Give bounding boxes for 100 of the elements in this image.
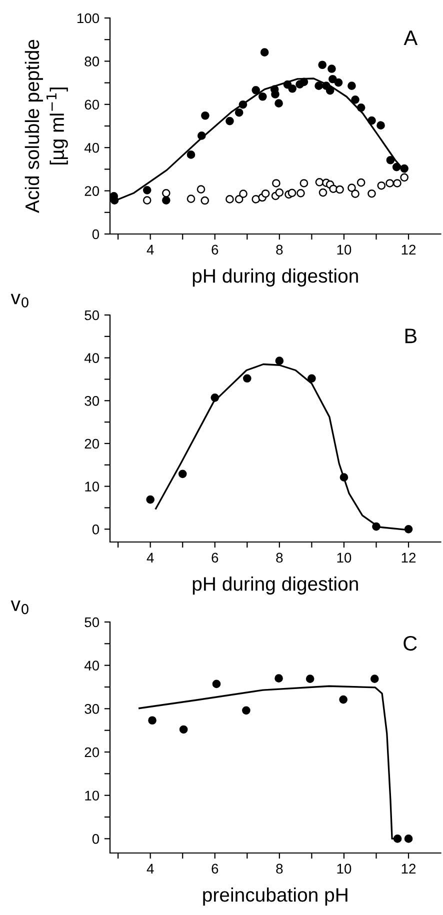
point [261, 189, 270, 198]
y-tick-label: 10 [85, 482, 100, 492]
point [404, 834, 413, 843]
point [162, 196, 170, 204]
y-tick-label: 0 [92, 834, 100, 844]
point [234, 108, 244, 117]
y-tick-label: 10 [85, 790, 100, 801]
y-axis-title: Acid soluble peptide [µg ml$^{−1}$] [24, 40, 68, 213]
point [339, 695, 348, 704]
point [186, 150, 196, 159]
x-axis-title: pH during digestion [192, 268, 358, 287]
point [336, 185, 344, 194]
point [252, 86, 260, 94]
point [334, 78, 343, 87]
point [356, 103, 366, 112]
x-tick-label: 4 [146, 864, 154, 874]
x-tick-label: 4 [146, 552, 154, 562]
point [393, 179, 402, 188]
point [351, 190, 360, 198]
point [274, 99, 283, 108]
y-tick-label: 30 [84, 396, 100, 406]
x-tick-label: 8 [276, 244, 283, 255]
point [328, 74, 337, 84]
point [386, 179, 394, 188]
y-tick-label: 100 [77, 13, 100, 24]
x-tick-label: 6 [212, 864, 218, 874]
x-axis-title: pH during digestion [192, 576, 358, 595]
point [368, 189, 376, 198]
point [318, 60, 327, 70]
y-axis-title: v$_{0}$ [10, 600, 28, 614]
point [238, 100, 248, 109]
point [400, 173, 408, 182]
point [288, 188, 296, 198]
point [272, 179, 280, 188]
point [328, 64, 336, 73]
y-tick-label: 0 [92, 524, 100, 534]
point [196, 185, 206, 194]
y-tick-label: 80 [84, 56, 100, 66]
point [212, 680, 221, 688]
x-tick-label: 6 [212, 552, 218, 563]
x-tick-label: 10 [337, 244, 352, 255]
y-tick-label: 0 [92, 229, 100, 240]
y-tick-label: 20 [84, 747, 100, 758]
point [404, 524, 413, 534]
point [234, 195, 244, 204]
y-axis-title: v$_{0}$ [10, 294, 28, 308]
point [142, 186, 152, 194]
y-tick-label: 40 [84, 353, 100, 363]
x-tick-label: 12 [402, 552, 416, 562]
point [326, 86, 334, 95]
x-axis-title: preincubation pH [203, 887, 348, 906]
point [296, 189, 305, 198]
point [376, 121, 385, 130]
point [252, 195, 260, 204]
point [226, 116, 234, 126]
x-tick-label: 12 [402, 864, 416, 874]
y-tick-label: 20 [84, 186, 100, 196]
point [197, 132, 206, 140]
point [315, 178, 324, 186]
point [356, 178, 366, 187]
point [393, 834, 402, 843]
point [271, 90, 280, 98]
point [348, 82, 356, 90]
point [368, 116, 376, 125]
point [260, 48, 269, 57]
x-tick-label: 10 [337, 864, 352, 874]
point [242, 706, 250, 715]
x-tick-label: 10 [337, 552, 352, 563]
y-tick-label: 20 [84, 438, 100, 449]
point [210, 393, 220, 402]
x-tick-label: 12 [402, 244, 416, 254]
point [288, 84, 296, 93]
point [239, 190, 248, 198]
point [351, 95, 360, 104]
point [162, 189, 170, 198]
y-tick-label: 40 [84, 660, 100, 671]
annotation: C [404, 636, 417, 651]
x-tick-label: 8 [276, 864, 283, 874]
y-tick-label: 60 [84, 100, 100, 110]
point [372, 522, 380, 531]
point [308, 374, 316, 383]
y-tick-label: 40 [84, 142, 100, 153]
point [392, 162, 401, 172]
point [179, 725, 188, 734]
point [377, 181, 386, 190]
point [148, 716, 156, 725]
point [306, 674, 314, 683]
y-tick-label: 50 [84, 310, 100, 320]
point [275, 188, 284, 197]
x-tick-label: 8 [276, 552, 283, 563]
point [142, 196, 152, 204]
point [340, 473, 348, 482]
point [318, 188, 328, 197]
annotation: A [404, 30, 418, 45]
point [314, 82, 323, 90]
x-tick-label: 6 [212, 244, 218, 255]
annotation: B [405, 328, 417, 344]
y-tick-label: 50 [84, 617, 100, 628]
point [386, 156, 395, 164]
point [178, 470, 187, 478]
